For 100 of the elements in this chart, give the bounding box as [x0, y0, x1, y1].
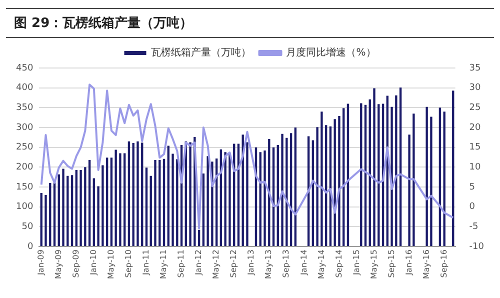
y2-tick-label: -10 [469, 242, 484, 252]
bar [390, 106, 393, 246]
bar [132, 142, 134, 246]
bar [110, 158, 113, 246]
y2-tick-label: 35 [469, 63, 481, 74]
x-tick-label: May-11 [159, 250, 168, 280]
bar [162, 158, 166, 246]
x-tick-label: Jan-10 [89, 250, 98, 276]
bar [141, 142, 144, 246]
y2-tick-label: 30 [469, 83, 482, 94]
bar [114, 150, 117, 246]
x-tick-label: Jan-12 [194, 250, 204, 276]
chart-title: 图 29：瓦楞纸箱产量（万吨） [6, 8, 494, 38]
bar [75, 170, 78, 246]
x-tick-label: May-16 [422, 250, 431, 280]
bar [316, 127, 318, 246]
bar [136, 141, 139, 246]
x-tick-label: Sep-11 [176, 250, 186, 278]
bar [40, 192, 42, 246]
x-tick-label: Jan-16 [404, 250, 414, 276]
y2-tick-label: 10 [469, 162, 482, 173]
bar [154, 160, 156, 246]
y2-tick-label: 15 [469, 142, 481, 153]
bar [264, 150, 266, 246]
bar [281, 134, 284, 246]
bar [338, 116, 340, 246]
y-tick-label: 150 [16, 182, 34, 192]
bar [62, 168, 64, 246]
bar [198, 230, 200, 246]
bar [224, 152, 226, 246]
y-tick-label: 450 [16, 63, 34, 74]
bar [124, 153, 126, 246]
bar [58, 174, 60, 246]
bar [84, 167, 86, 246]
x-tick-label: Sep-13 [282, 250, 291, 278]
y2-tick-label: 5 [469, 182, 476, 192]
x-tick-label: Sep-16 [439, 250, 448, 278]
bar [92, 178, 96, 246]
bar [167, 146, 170, 246]
bar [399, 87, 402, 246]
bar [172, 154, 174, 246]
bar [228, 153, 231, 246]
bar [246, 142, 248, 246]
bar [395, 95, 398, 246]
bar [206, 156, 209, 246]
bar [320, 112, 323, 246]
y-tick-label: 250 [16, 142, 34, 153]
x-tick-label: May-15 [369, 250, 378, 280]
bar [373, 88, 376, 246]
x-tick-label: Sep-15 [386, 250, 396, 278]
bar [176, 159, 178, 246]
x-tick-label: Sep-14 [334, 250, 344, 278]
bar [119, 153, 122, 246]
bar [364, 104, 367, 246]
bar [452, 90, 454, 246]
bar [412, 114, 415, 246]
bar [88, 160, 91, 246]
x-tick-label: Jan-13 [246, 250, 256, 276]
y2-tick-label: 25 [469, 103, 481, 114]
x-tick-label: May-10 [106, 250, 116, 280]
bar [202, 174, 205, 246]
y-tick-label: 300 [16, 122, 34, 133]
bar [189, 142, 192, 246]
y-tick-label: 0 [27, 242, 34, 252]
bar [286, 138, 288, 246]
x-tick-label: May-09 [54, 250, 63, 280]
bar [426, 106, 428, 246]
x-tick-label: May-12 [212, 250, 221, 280]
x-tick-label: Sep-12 [229, 250, 238, 278]
bar [145, 168, 148, 246]
x-tick-label: Sep-10 [124, 250, 134, 278]
y2-tick-label: -5 [469, 222, 478, 232]
bar [408, 134, 410, 246]
bar [102, 165, 104, 246]
bar [150, 176, 152, 246]
y-tick-label: 400 [16, 83, 34, 94]
y2-tick-label: 0 [469, 202, 476, 212]
x-tick-label: Jan-14 [299, 250, 308, 276]
bar [49, 183, 52, 246]
x-tick-label: Jan-09 [36, 250, 46, 276]
bar [97, 186, 100, 246]
x-tick-label: May-14 [316, 250, 326, 280]
y-tick-label: 100 [16, 202, 34, 212]
bar [378, 104, 380, 246]
legend-label: 瓦楞纸箱产量（万吨） [151, 46, 252, 59]
bar [70, 175, 74, 246]
x-tick-label: Jan-15 [352, 250, 361, 276]
x-tick-label: Sep-09 [71, 250, 80, 278]
bar [128, 141, 130, 246]
bar [106, 158, 108, 246]
bar [430, 116, 432, 246]
y2-tick-label: 20 [469, 122, 482, 133]
bar [44, 194, 47, 246]
y-tick-label: 350 [16, 103, 34, 114]
x-tick-label: May-13 [264, 250, 274, 280]
legend-label: 月度同比增速（%） [286, 46, 376, 59]
y-tick-label: 200 [16, 162, 34, 173]
bar [334, 119, 336, 246]
y-tick-label: 50 [22, 222, 34, 232]
x-tick-label: Jan-11 [142, 250, 151, 276]
